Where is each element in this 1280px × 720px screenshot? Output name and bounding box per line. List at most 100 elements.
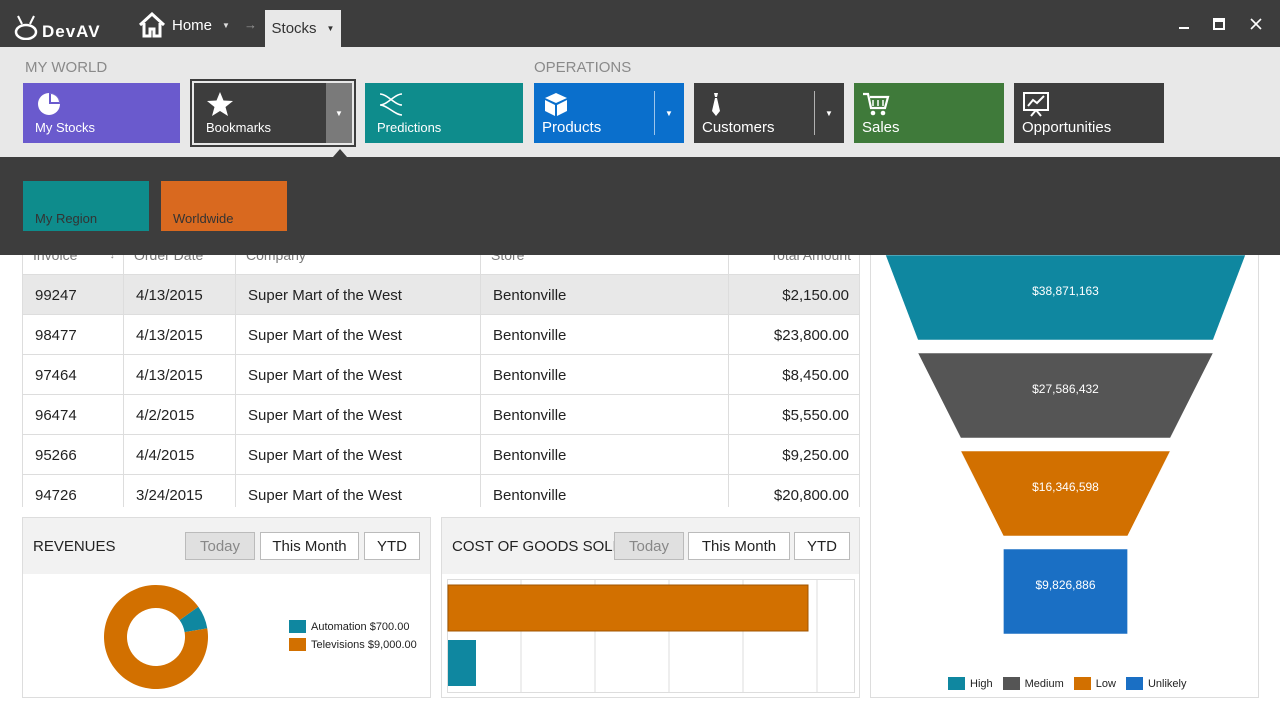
bookmarks-dropdown-panel: My Region Worldwide: [0, 157, 1280, 255]
cell-store: Bentonville: [481, 275, 729, 314]
opportunities-label: Opportunities: [1022, 119, 1112, 136]
opportunities-tile[interactable]: Opportunities: [1014, 83, 1164, 143]
cell-invoice: 99247: [23, 275, 124, 314]
presentation-icon: [1023, 92, 1049, 117]
cogs-today-button[interactable]: Today: [614, 532, 684, 560]
breadcrumb-home[interactable]: Home ▼: [138, 10, 230, 40]
column-header-company[interactable]: Company: [236, 255, 481, 274]
dropdown-pointer: [333, 149, 347, 157]
legend-swatch: [1002, 677, 1020, 690]
column-header-invoice[interactable]: Invoice ↓: [23, 255, 124, 274]
bookmarks-dropdown-button[interactable]: ▼: [326, 83, 352, 143]
home-icon: [138, 12, 166, 38]
customers-tile[interactable]: Customers ▼: [694, 83, 844, 143]
cell-order-date: 4/13/2015: [124, 315, 236, 354]
revenues-ytd-button[interactable]: YTD: [364, 532, 420, 560]
table-row[interactable]: 98477 4/13/2015 Super Mart of the West B…: [23, 315, 859, 355]
table-row[interactable]: 94726 3/24/2015 Super Mart of the West B…: [23, 475, 859, 507]
minimize-icon: [1179, 27, 1189, 29]
table-row[interactable]: 95266 4/4/2015 Super Mart of the West Be…: [23, 435, 859, 475]
my-stocks-tile[interactable]: My Stocks: [23, 83, 180, 143]
close-icon: [1250, 18, 1262, 30]
products-dropdown-button[interactable]: ▼: [654, 83, 684, 143]
cogs-bar-chart: [447, 579, 855, 693]
legend-label: Automation $700.00: [311, 620, 410, 633]
cell-total-amount: $20,800.00: [773, 487, 849, 504]
funnel-legend: High Medium Low Unlikely: [948, 677, 1186, 690]
legend-item-medium: Medium: [1002, 677, 1064, 690]
cogs-ytd-button[interactable]: YTD: [794, 532, 850, 560]
cell-invoice: 96474: [23, 395, 124, 434]
funnel-chart: $38,871,163 $27,586,432 $16,346,598 $9,826,…: [885, 255, 1246, 635]
cogs-card: COST OF GOODS SOLD Today This Month YTD: [441, 517, 860, 698]
worldwide-tile[interactable]: Worldwide: [161, 181, 287, 231]
breadcrumb-stocks[interactable]: Stocks ▼: [265, 10, 341, 47]
customers-dropdown-button[interactable]: ▼: [814, 83, 844, 143]
legend-item-unlikely: Unlikely: [1125, 677, 1186, 690]
cogs-header: COST OF GOODS SOLD Today This Month YTD: [442, 518, 859, 574]
revenues-donut-chart: [104, 585, 208, 689]
my-region-label: My Region: [35, 211, 98, 226]
revenues-title: REVENUES: [33, 538, 116, 555]
cell-store: Bentonville: [481, 355, 729, 394]
bar-automation: [448, 640, 476, 686]
legend-label: High: [970, 677, 993, 690]
minimize-button[interactable]: [1174, 14, 1194, 34]
maximize-button[interactable]: [1209, 14, 1229, 34]
tie-icon: [712, 93, 720, 116]
column-label: Total Amount: [770, 255, 851, 263]
legend-item-low: Low: [1073, 677, 1116, 690]
column-label: Store: [491, 255, 525, 263]
table-row[interactable]: 96474 4/2/2015 Super Mart of the West Be…: [23, 395, 859, 435]
cell-total-amount: $23,800.00: [773, 327, 849, 344]
cell-total-amount: $8,450.00: [782, 367, 849, 384]
sales-tile[interactable]: Sales: [854, 83, 1004, 143]
cell-company: Super Mart of the West: [236, 395, 481, 434]
customers-label: Customers: [702, 119, 775, 136]
cell-store: Bentonville: [481, 435, 729, 474]
cell-company: Super Mart of the West: [236, 275, 481, 314]
my-region-tile[interactable]: My Region: [23, 181, 149, 231]
sort-down-icon: ↓: [109, 255, 116, 261]
column-header-store[interactable]: Store: [481, 255, 729, 274]
products-tile[interactable]: Products ▼: [534, 83, 684, 143]
sales-label: Sales: [862, 119, 900, 136]
star-icon: [207, 92, 233, 116]
donut-slice-televisions: [104, 585, 208, 689]
my-stocks-label: My Stocks: [35, 120, 95, 135]
devav-logo-icon: [14, 15, 38, 40]
products-label: Products: [542, 119, 602, 136]
cell-invoice: 95266: [23, 435, 124, 474]
worldwide-label: Worldwide: [173, 211, 234, 226]
cell-invoice: 94726: [23, 475, 124, 507]
title-bar: DevAV Home ▼ → Stocks ▼: [0, 0, 1280, 47]
donut-slice-automation: [179, 606, 208, 633]
cell-order-date: 4/13/2015: [124, 355, 236, 394]
cell-company: Super Mart of the West: [236, 435, 481, 474]
revenues-today-button[interactable]: Today: [185, 532, 255, 560]
column-header-total-amount[interactable]: Total Amount: [729, 255, 859, 274]
revenues-this-month-button[interactable]: This Month: [260, 532, 359, 560]
chevron-down-icon: ▼: [326, 24, 335, 33]
box-icon: [545, 93, 567, 116]
cogs-this-month-button[interactable]: This Month: [688, 532, 790, 560]
arrow-right-icon: →: [244, 17, 257, 32]
cell-order-date: 4/2/2015: [124, 395, 236, 434]
funnel-segment-medium: [917, 352, 1214, 439]
table-row[interactable]: 99247 4/13/2015 Super Mart of the West B…: [23, 275, 859, 315]
products-divider: [654, 91, 655, 135]
cell-store: Bentonville: [481, 395, 729, 434]
legend-swatch: [1073, 677, 1091, 690]
close-button[interactable]: [1246, 14, 1266, 34]
cell-company: Super Mart of the West: [236, 355, 481, 394]
invoice-grid: Invoice ↓ Order Date Company Store Total …: [22, 255, 860, 507]
funnel-segment-low: [960, 450, 1171, 537]
bookmarks-tile[interactable]: Bookmarks ▼: [194, 83, 352, 143]
cell-invoice: 97464: [23, 355, 124, 394]
cell-company: Super Mart of the West: [236, 475, 481, 507]
table-row[interactable]: 97464 4/13/2015 Super Mart of the West B…: [23, 355, 859, 395]
legend-label: Medium: [1024, 677, 1064, 690]
column-header-order-date[interactable]: Order Date: [124, 255, 236, 274]
predictions-tile[interactable]: Predictions: [365, 83, 523, 143]
predictions-label: Predictions: [377, 120, 442, 135]
